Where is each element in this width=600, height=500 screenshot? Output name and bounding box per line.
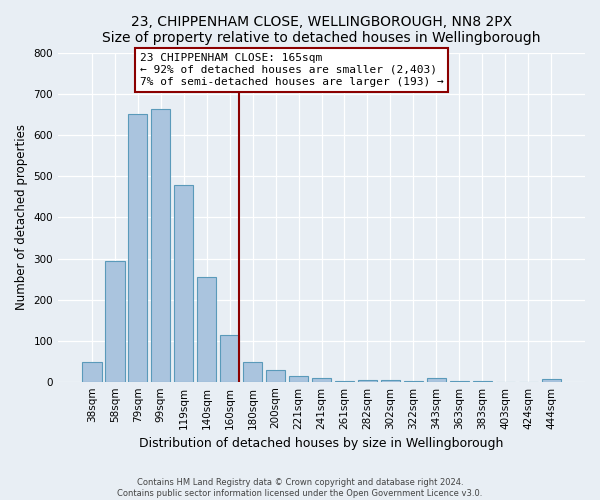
Title: 23, CHIPPENHAM CLOSE, WELLINGBOROUGH, NN8 2PX
Size of property relative to detac: 23, CHIPPENHAM CLOSE, WELLINGBOROUGH, NN… [102,15,541,45]
Text: 23 CHIPPENHAM CLOSE: 165sqm
← 92% of detached houses are smaller (2,403)
7% of s: 23 CHIPPENHAM CLOSE: 165sqm ← 92% of det… [140,54,443,86]
Text: Contains HM Land Registry data © Crown copyright and database right 2024.
Contai: Contains HM Land Registry data © Crown c… [118,478,482,498]
Bar [289,376,308,382]
Bar [151,108,170,382]
Bar [174,186,193,382]
Bar [404,381,423,382]
Bar [358,380,377,382]
Bar [542,379,561,382]
Y-axis label: Number of detached properties: Number of detached properties [15,124,28,310]
Bar [266,370,286,382]
X-axis label: Distribution of detached houses by size in Wellingborough: Distribution of detached houses by size … [139,437,504,450]
Bar [380,380,400,382]
Bar [243,362,262,382]
Bar [220,336,239,382]
Bar [105,262,125,382]
Bar [427,378,446,382]
Bar [82,362,101,382]
Bar [312,378,331,382]
Bar [197,278,217,382]
Bar [128,114,148,382]
